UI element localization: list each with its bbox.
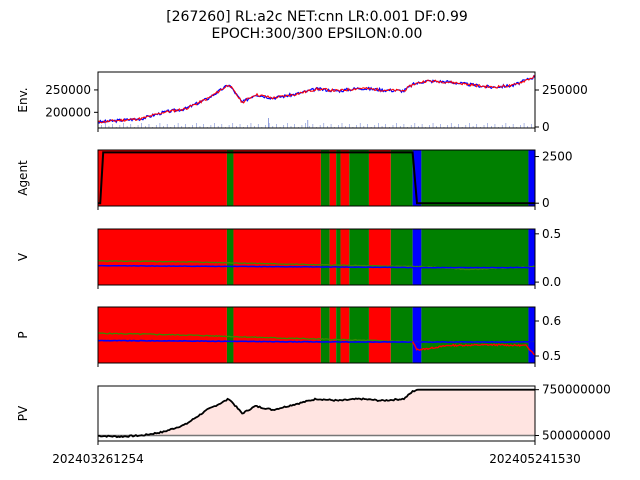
panel-frame (97, 306, 536, 364)
action-band-hold (336, 150, 341, 206)
series-line-portfolio-value (97, 388, 535, 439)
y-left-tick-label: 200000 (45, 105, 91, 119)
action-band-buy (340, 229, 350, 285)
panel-value: V 0.5 0.0 (16, 227, 561, 289)
panels: Env. 250000 200000 250000 0 Agent 2500 0 V 0.5 0.0… (16, 71, 611, 445)
panel-frame (97, 71, 536, 129)
action-band-hold (421, 229, 529, 285)
figure-title-line1: [267260] RL:a2c NET:cnn LR:0.001 DF:0.99 (166, 9, 468, 25)
ylabel-policy: P (16, 331, 30, 338)
pv-fill-area (98, 389, 535, 438)
action-band-buy (340, 150, 350, 206)
action-band-buy (233, 150, 321, 206)
series-line-p-blue (97, 339, 536, 344)
panel-env: Env. 250000 200000 250000 0 (16, 71, 588, 134)
panel-policy: P 0.6 0.5 (16, 306, 561, 367)
y-right-tick-label: 0.0 (542, 275, 561, 289)
x-start-label: 202403261254 (52, 452, 144, 466)
series-line-p-red (411, 341, 536, 356)
action-band-buy (329, 307, 337, 363)
y-right-tick-label: 0 (542, 120, 550, 134)
action-band-sell (528, 229, 535, 285)
panel-frame (97, 149, 536, 207)
action-band-buy (368, 150, 391, 206)
panel-agent: Agent 2500 0 (16, 149, 573, 210)
action-band-hold (336, 229, 341, 285)
series-line-v-blue (97, 264, 536, 269)
y-right-tick-label: 0 (542, 196, 550, 210)
series-line-price-blue (97, 74, 536, 124)
series-line-price-red (97, 74, 536, 124)
action-band-hold (390, 229, 413, 285)
action-band-hold (320, 150, 330, 206)
y-right-tick-label: 0.5 (542, 349, 561, 363)
ylabel-env: Env. (16, 87, 30, 112)
panel-frame (97, 228, 536, 286)
action-band-buy (98, 229, 227, 285)
action-band-sell (412, 150, 422, 206)
y-right-tick-label: 750000000 (542, 383, 611, 397)
y-right-tick-label: 250000 (542, 83, 588, 97)
action-band-hold (390, 150, 413, 206)
panel-pv: PV 750000000 500000000 (16, 383, 611, 445)
y-right-tick-label: 2500 (542, 150, 573, 164)
ylabel-value: V (16, 252, 30, 261)
action-band-sell (528, 150, 535, 206)
ylabel-agent: Agent (16, 160, 30, 196)
y-right-tick-label: 0.6 (542, 314, 561, 328)
action-band-hold (349, 150, 369, 206)
series-line-holdings (98, 151, 535, 205)
y-right-tick-label: 500000000 (542, 429, 611, 443)
action-band-hold (349, 229, 369, 285)
action-band-hold (421, 307, 529, 363)
action-band-hold (226, 229, 234, 285)
action-band-buy (340, 307, 350, 363)
action-band-buy (329, 229, 337, 285)
action-band-hold (336, 307, 341, 363)
action-band-hold (226, 150, 234, 206)
action-band-buy (368, 307, 391, 363)
ylabel-pv: PV (16, 405, 30, 421)
action-band-hold (320, 229, 330, 285)
series-line-v-green (97, 259, 536, 271)
action-band-hold (226, 307, 234, 363)
action-band-hold (390, 307, 413, 363)
y-right-tick-label: 0.5 (542, 227, 561, 241)
action-band-sell (412, 229, 422, 285)
y-left-tick-label: 250000 (45, 83, 91, 97)
action-band-sell (528, 307, 535, 363)
action-band-hold (421, 150, 529, 206)
x-end-label: 202405241530 (489, 452, 581, 466)
action-band-hold (320, 307, 330, 363)
figure-title-line2: EPOCH:300/300 EPSILON:0.00 (212, 26, 423, 42)
action-band-buy (368, 229, 391, 285)
action-band-buy (98, 150, 227, 206)
action-band-buy (233, 229, 321, 285)
panel-frame (97, 385, 536, 442)
action-band-buy (233, 307, 321, 363)
action-band-buy (329, 150, 337, 206)
action-band-hold (349, 307, 369, 363)
action-band-sell (412, 307, 422, 363)
